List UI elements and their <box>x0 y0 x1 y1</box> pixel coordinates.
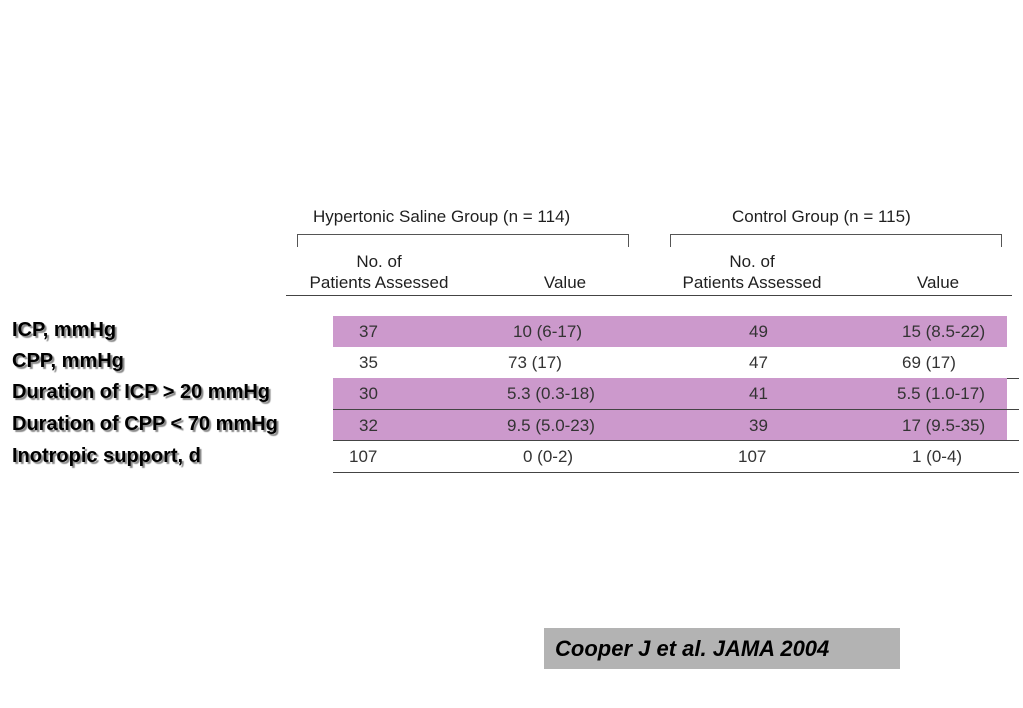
row-label-icp: ICP, mmHg <box>12 319 117 341</box>
control-value-cell: 15 (8.5-22) <box>902 322 986 341</box>
saline-n-cell: 30 <box>359 384 378 403</box>
citation-text: Cooper J et al. JAMA 2004 <box>555 636 830 661</box>
table-row: 32 9.5 (5.0-23) 39 17 (9.5-35) <box>333 410 1007 441</box>
saline-n-cell: 107 <box>349 447 378 466</box>
saline-value-cell: 9.5 (5.0-23) <box>507 416 595 435</box>
control-group-title: Control Group (n = 115) <box>732 207 911 226</box>
saline-n-cell: 32 <box>359 416 378 435</box>
saline-value-cell: 0 (0-2) <box>523 447 574 466</box>
table-row: 37 10 (6-17) 49 15 (8.5-22) <box>333 316 1007 347</box>
saline-n-cell: 37 <box>359 322 378 341</box>
control-value-header: Value <box>916 273 960 292</box>
control-n-cell: 49 <box>749 322 768 341</box>
control-value-cell: 17 (9.5-35) <box>902 416 986 435</box>
saline-patients-header-line1: No. of <box>356 252 402 271</box>
saline-patients-header: No. of Patients Assessed <box>298 251 460 293</box>
saline-value-cell: 10 (6-17) <box>513 322 582 341</box>
control-n-cell: 47 <box>749 353 768 372</box>
saline-value-cell: 5.3 (0.3-18) <box>507 384 595 403</box>
control-n-cell: 39 <box>749 416 768 435</box>
control-patients-header: No. of Patients Assessed <box>670 251 834 293</box>
row-divider <box>333 409 1019 410</box>
saline-group-title: Hypertonic Saline Group (n = 114) <box>313 207 571 226</box>
control-patients-header-line2: Patients Assessed <box>682 273 822 292</box>
saline-n-cell: 35 <box>359 353 378 372</box>
header-rule <box>286 295 1012 296</box>
table-row: 30 5.3 (0.3-18) 41 5.5 (1.0-17) <box>333 378 1007 409</box>
row-label-cpp-duration: Duration of CPP < 70 mmHg <box>12 413 278 435</box>
table-bottom-rule <box>333 472 1019 473</box>
control-value-cell: 69 (17) <box>902 353 956 372</box>
control-value-cell: 5.5 (1.0-17) <box>897 384 985 403</box>
row-label-cpp: CPP, mmHg <box>12 350 124 372</box>
saline-group-bracket <box>297 234 629 247</box>
control-n-cell: 41 <box>749 384 768 403</box>
control-group-bracket <box>670 234 1002 247</box>
control-value-cell: 1 (0-4) <box>912 447 963 466</box>
control-n-cell: 107 <box>738 447 767 466</box>
control-patients-header-line1: No. of <box>729 252 775 271</box>
saline-patients-header-line2: Patients Assessed <box>309 273 449 292</box>
table-row: 35 73 (17) 47 69 (17) <box>333 347 1019 378</box>
saline-value-cell: 73 (17) <box>508 353 562 372</box>
row-label-icp-duration: Duration of ICP > 20 mmHg <box>12 381 271 403</box>
table-row: 107 0 (0-2) 107 1 (0-4) <box>333 441 1019 472</box>
citation-box: Cooper J et al. JAMA 2004 <box>544 628 900 669</box>
row-divider <box>333 440 1019 441</box>
row-label-inotropic: Inotropic support, d <box>12 445 201 467</box>
saline-value-header: Value <box>543 273 587 292</box>
